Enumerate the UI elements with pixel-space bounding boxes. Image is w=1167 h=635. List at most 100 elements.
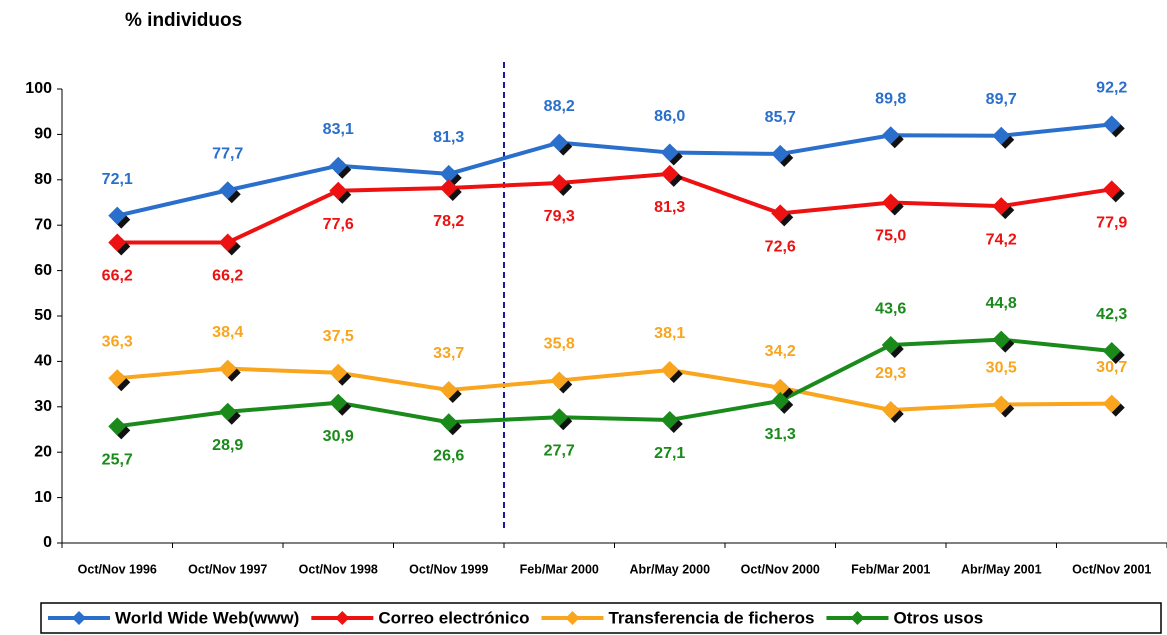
x-tick-label: Feb/Mar 2000: [520, 562, 599, 576]
marker: [439, 178, 458, 197]
series-line: [117, 171, 1113, 245]
x-tick-label: Oct/Nov 1998: [299, 562, 378, 576]
marker: [218, 359, 237, 378]
data-label: 28,9: [212, 437, 243, 454]
series-line: [116, 122, 1112, 218]
marker: [771, 144, 790, 163]
legend-label: World Wide Web(www): [115, 608, 299, 627]
data-label: 31,3: [765, 426, 796, 443]
legend-marker: [72, 611, 86, 625]
x-tick-label: Feb/Mar 2001: [851, 562, 930, 576]
marker: [218, 233, 237, 252]
marker: [218, 181, 237, 200]
data-label: 30,7: [1096, 359, 1127, 376]
x-tick-label: Oct/Nov 1997: [188, 562, 267, 576]
x-tick-label: Oct/Nov 2000: [741, 562, 820, 576]
legend-marker: [850, 611, 865, 625]
data-label: 86,0: [654, 108, 685, 125]
marker: [771, 204, 790, 223]
data-label: 37,5: [323, 328, 354, 345]
marker: [550, 173, 569, 192]
marker: [108, 233, 127, 252]
marker: [439, 164, 458, 183]
marker: [992, 330, 1011, 349]
marker: [660, 164, 679, 183]
y-tick-label: 20: [34, 443, 52, 460]
data-label: 27,7: [544, 442, 575, 459]
data-label: 78,2: [433, 213, 464, 230]
marker: [660, 410, 679, 429]
y-tick-label: 30: [34, 398, 52, 415]
data-label: 77,9: [1096, 215, 1127, 232]
marker: [329, 181, 348, 200]
data-label: 77,7: [212, 145, 243, 162]
x-tick-label: Abr/May 2000: [629, 562, 710, 576]
marker: [881, 193, 900, 212]
data-label: 33,7: [433, 345, 464, 362]
x-tick-label: Abr/May 2001: [961, 562, 1042, 576]
data-label: 35,8: [544, 336, 575, 353]
data-label: 83,1: [323, 121, 354, 138]
marker: [550, 133, 569, 152]
marker: [881, 126, 900, 145]
series-line: [116, 337, 1112, 429]
marker: [660, 143, 679, 162]
data-label: 27,1: [654, 445, 685, 462]
data-label: 42,3: [1096, 306, 1127, 323]
data-label: 85,7: [765, 109, 796, 126]
marker: [550, 408, 569, 427]
data-label: 81,3: [433, 129, 464, 146]
data-label: 25,7: [102, 452, 133, 469]
y-tick-label: 70: [34, 216, 52, 233]
data-label: 44,8: [986, 295, 1017, 312]
marker: [660, 361, 679, 380]
data-label: 66,2: [102, 268, 133, 285]
data-label: 81,3: [654, 199, 685, 216]
y-tick-label: 80: [34, 171, 52, 188]
data-label: 74,2: [986, 231, 1017, 248]
marker: [771, 378, 790, 397]
marker: [439, 381, 458, 400]
data-label: 30,9: [323, 428, 354, 445]
series-line: [117, 366, 1112, 412]
data-label: 88,2: [544, 98, 575, 115]
marker: [218, 402, 237, 421]
y-tick-label: 60: [34, 262, 52, 279]
data-label: 66,2: [212, 268, 243, 285]
marker: [992, 126, 1011, 145]
legend-marker: [565, 611, 580, 625]
x-tick-label: Oct/Nov 2001: [1072, 562, 1151, 576]
data-label: 38,1: [654, 325, 685, 342]
legend-marker: [335, 611, 350, 625]
marker: [108, 206, 127, 225]
data-label: 38,4: [212, 324, 243, 341]
marker: [992, 395, 1011, 414]
x-tick-label: Oct/Nov 1996: [78, 562, 157, 576]
data-label: 34,2: [765, 343, 796, 360]
marker: [108, 369, 127, 388]
data-label: 75,0: [875, 228, 906, 245]
marker: [881, 400, 900, 419]
marker: [992, 197, 1011, 216]
marker: [771, 391, 790, 410]
x-tick-label: Oct/Nov 1999: [409, 562, 488, 576]
data-label: 89,7: [986, 91, 1017, 108]
marker: [439, 413, 458, 432]
data-label: 30,5: [986, 360, 1017, 377]
y-tick-label: 40: [34, 353, 52, 370]
data-label: 72,1: [102, 171, 133, 188]
y-tick-label: 50: [34, 307, 52, 324]
y-tick-label: 100: [25, 80, 52, 97]
data-label: 77,6: [323, 216, 354, 233]
data-label: 43,6: [875, 300, 906, 317]
legend-label: Otros usos: [893, 608, 983, 627]
marker: [108, 417, 127, 436]
marker: [881, 336, 900, 355]
marker: [329, 363, 348, 382]
marker: [1102, 115, 1121, 134]
data-label: 72,6: [765, 239, 796, 256]
legend-label: Transferencia de ficheros: [608, 608, 814, 627]
marker: [1102, 394, 1121, 413]
marker: [329, 156, 348, 175]
marker: [329, 393, 348, 412]
